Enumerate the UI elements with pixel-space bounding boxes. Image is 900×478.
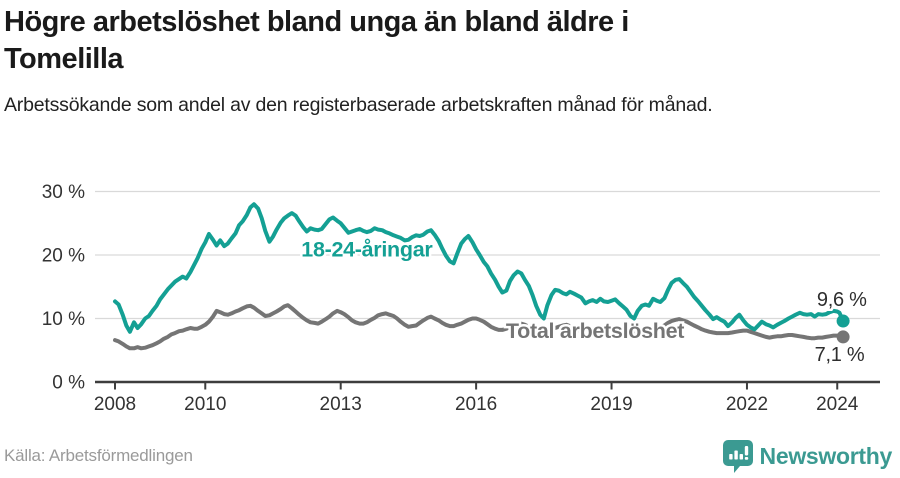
series-label-young: 18-24-åringar (301, 237, 433, 261)
end-value-young: 9,6 % (817, 289, 867, 311)
end-value-total: 7,1 % (815, 344, 865, 366)
newsworthy-logo: Newsworthy (722, 439, 893, 473)
y-tick-label-10: 10 % (42, 309, 85, 330)
line-chart: 0 % 10 % 20 % 30 % 2008 2010 2013 2016 2019 2022 2… (42, 182, 880, 415)
y-tick-label-20: 20 % (42, 246, 85, 267)
series-end-dot-Total arbetslöshet (836, 330, 850, 344)
series-line-18-24-åringar (113, 202, 846, 334)
source-note: Källa: Arbetsförmedlingen (4, 446, 193, 465)
series-line-Total arbetslöshet (113, 303, 846, 351)
page-subtitle: Arbetssökande som andel av den registerb… (4, 94, 713, 116)
y-tick-label-30: 30 % (42, 182, 85, 203)
series-label-total: Total arbetslöshet (506, 319, 684, 343)
chart-area: 0 % 10 % 20 % 30 % 2008 2010 2013 2016 2019 2022 2… (0, 165, 900, 415)
newsworthy-wordmark: Newsworthy (759, 442, 893, 469)
x-tick-label-2024: 2024 (816, 394, 859, 415)
series-end-dot-18-24-åringar (836, 314, 850, 328)
page-title: Högre arbetslöshet bland unga än bland ä… (4, 6, 629, 75)
x-tick-label-2010: 2010 (184, 394, 226, 415)
x-tick-label-2013: 2013 (320, 394, 362, 415)
x-tick-label-2022: 2022 (726, 394, 768, 415)
x-tick-label-2008: 2008 (94, 394, 136, 415)
x-tick-label-2016: 2016 (455, 394, 497, 415)
y-tick-label-0: 0 % (52, 373, 85, 394)
newsworthy-bubble-bars-icon (722, 439, 753, 473)
x-tick-label-2019: 2019 (590, 394, 632, 415)
